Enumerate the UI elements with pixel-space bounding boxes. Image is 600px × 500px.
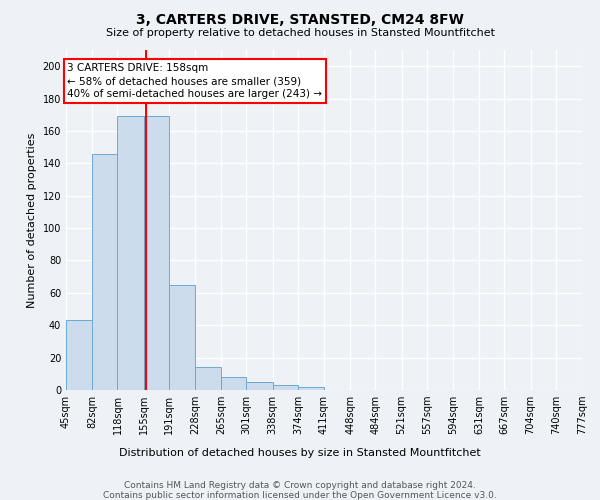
Text: Size of property relative to detached houses in Stansted Mountfitchet: Size of property relative to detached ho… — [106, 28, 494, 38]
Bar — [92, 154, 118, 390]
Bar — [195, 368, 221, 390]
Bar — [169, 285, 195, 390]
Y-axis label: Number of detached properties: Number of detached properties — [27, 132, 37, 308]
Text: 3, CARTERS DRIVE, STANSTED, CM24 8FW: 3, CARTERS DRIVE, STANSTED, CM24 8FW — [136, 12, 464, 26]
Bar — [66, 320, 92, 390]
Bar — [272, 385, 298, 390]
Bar — [247, 382, 272, 390]
Text: 3 CARTERS DRIVE: 158sqm
← 58% of detached houses are smaller (359)
40% of semi-d: 3 CARTERS DRIVE: 158sqm ← 58% of detache… — [67, 63, 322, 100]
Text: Distribution of detached houses by size in Stansted Mountfitchet: Distribution of detached houses by size … — [119, 448, 481, 458]
Text: Contains public sector information licensed under the Open Government Licence v3: Contains public sector information licen… — [103, 491, 497, 500]
Bar — [143, 116, 169, 390]
Bar — [298, 387, 324, 390]
Bar — [118, 116, 143, 390]
Bar — [221, 377, 247, 390]
Text: Contains HM Land Registry data © Crown copyright and database right 2024.: Contains HM Land Registry data © Crown c… — [124, 481, 476, 490]
